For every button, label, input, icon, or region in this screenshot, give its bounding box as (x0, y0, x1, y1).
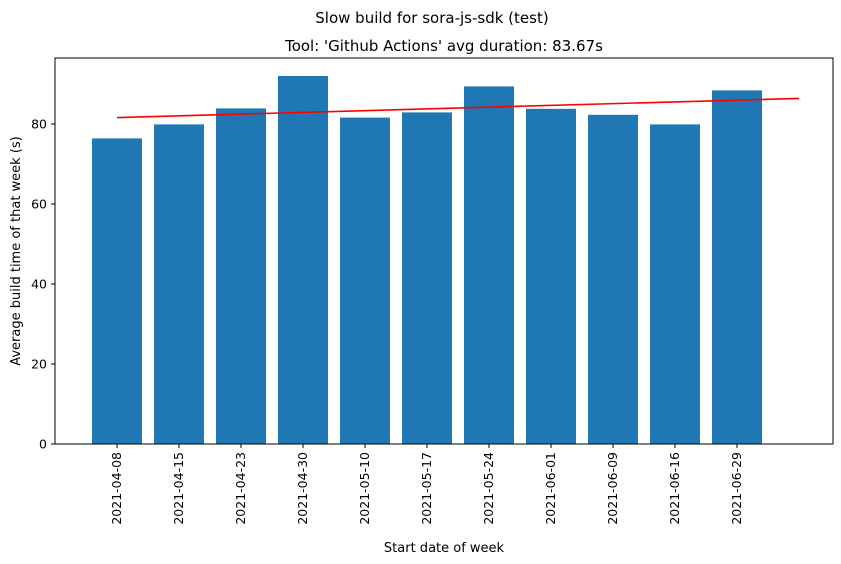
x-tick-label: 2021-06-09 (605, 452, 620, 525)
x-tick-label: 2021-06-29 (729, 452, 744, 525)
y-tick-label: 80 (31, 117, 47, 132)
x-tick-label: 2021-05-24 (481, 452, 496, 525)
y-tick-label: 0 (39, 437, 47, 452)
bar-2021-04-15 (154, 124, 204, 445)
bar-2021-04-08 (92, 138, 142, 444)
trend-line (116, 97, 800, 119)
y-tick-label: 20 (31, 357, 47, 372)
chart-title: Tool: 'Github Actions' avg duration: 83.… (284, 37, 603, 55)
x-tick-label: 2021-05-10 (357, 452, 372, 525)
x-tick-label: 2021-06-01 (543, 452, 558, 525)
y-axis: 0 20 40 60 80 (31, 117, 55, 452)
x-axis-label: Start date of week (384, 541, 505, 556)
bar-2021-05-24 (464, 86, 514, 445)
chart-suptitle: Slow build for sora-js-sdk (test) (315, 9, 548, 27)
x-tick-label: 2021-04-23 (233, 452, 248, 525)
plot-frame (54, 57, 834, 445)
bar-2021-04-23 (216, 108, 266, 445)
y-axis-label: Average build time of that week (s) (9, 136, 24, 366)
x-tick-label: 2021-05-17 (419, 452, 434, 525)
y-tick-label: 60 (31, 197, 47, 212)
bar-2021-05-10 (340, 117, 390, 444)
x-tick-label: 2021-04-15 (171, 452, 186, 525)
bars-group (92, 76, 762, 445)
bar-2021-06-16 (650, 124, 700, 445)
bar-2021-04-30 (278, 76, 328, 444)
bar-2021-05-17 (402, 112, 452, 445)
x-axis: 2021-04-08 2021-04-15 2021-04-23 2021-04-30… (109, 444, 744, 525)
x-tick-label: 2021-04-08 (109, 452, 124, 525)
bar-2021-06-09 (588, 114, 638, 445)
x-tick-label: 2021-04-30 (295, 452, 310, 525)
bar-2021-06-01 (526, 108, 576, 445)
trend-group (116, 97, 800, 119)
bar-2021-06-29 (712, 90, 762, 445)
x-tick-label: 2021-06-16 (667, 452, 682, 525)
y-tick-label: 40 (31, 277, 47, 292)
